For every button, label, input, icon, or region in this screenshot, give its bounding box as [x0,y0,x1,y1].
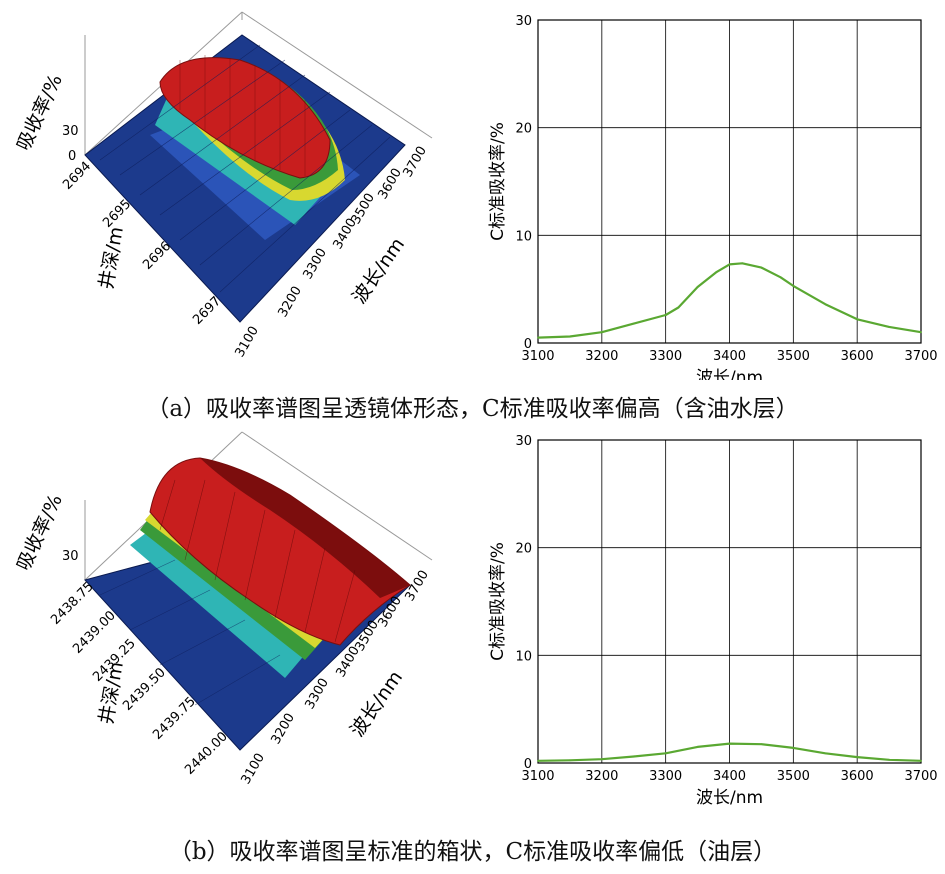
depth-tick-label: 2439.00 [70,608,119,657]
panel-b: 吸收率/% 30 2438.75 2439.00 2439.25 2439.50… [13,431,938,808]
depth-tick-label: 2439.50 [120,665,169,714]
y-tick-label: 30 [515,434,532,449]
wavelength-tick-label: 3700 [400,144,430,180]
data-point [779,276,782,279]
wavelength-tick-label: 3200 [275,284,305,320]
data-point [728,263,731,266]
y-tick-label: 20 [515,542,532,557]
caption-a: （a）吸收率谱图呈透镜体形态，C标准吸收率偏高（含油水层） [146,396,799,422]
data-point [715,271,718,273]
z-tick-label: 0 [68,149,76,164]
data-point [741,262,744,265]
data-point [760,743,763,746]
data-point [696,286,699,288]
line-chart-a: 3100 3200 3300 3400 3500 3600 3700 0 10 20 30 波长/nm… [488,14,938,380]
z-axis-label: 吸收率/% [13,71,67,154]
wavelength-axis-label: 波长/nm [346,667,407,741]
data-point [664,314,667,316]
data-point [760,266,763,269]
y-tick-label: 0 [524,337,532,352]
surface-dark-ridge [200,458,410,598]
data-point [792,747,795,749]
data-point [824,752,827,755]
x-tick-label: 3600 [841,349,874,364]
z-axis-label: 吸收率/% [13,491,67,574]
z-tick-label: 30 [62,549,79,564]
data-point [856,318,859,321]
data-point [856,756,859,758]
data-point [696,745,699,748]
data-point [569,335,571,338]
caption-b: （b）吸收率谱图呈标准的箱状，C标准吸收率偏低（油层） [168,839,777,865]
data-point [600,331,603,334]
y-tick-label: 0 [524,757,532,772]
y-tick-label: 30 [515,14,532,29]
surface-plot-b: 吸收率/% 30 2438.75 2439.00 2439.25 2439.50… [13,431,433,787]
data-point [600,758,603,761]
data-point [569,759,571,762]
z-tick-label: 30 [62,124,79,139]
y-axis-label: C标准吸收率/% [488,122,508,241]
data-point [888,325,890,328]
x-tick-label: 3600 [841,769,874,784]
x-axis-label: 波长/nm [696,368,763,380]
depth-tick-label: 2440.00 [182,729,231,778]
data-point [537,336,539,339]
data-point [920,759,922,762]
wavelength-tick-label: 3100 [232,324,262,360]
x-tick-label: 3500 [777,349,810,364]
data-point [537,759,539,762]
surface-cyan-band [130,530,330,678]
x-tick-label: 3500 [777,769,810,784]
data-point [664,752,667,755]
x-tick-label: 3100 [521,769,554,784]
depth-tick-label: 2694 [60,159,94,193]
data-point [824,303,827,306]
data-point [888,758,890,761]
data-point [792,285,795,287]
x-tick-label: 3400 [713,769,746,784]
wavelength-axis-label: 波长/nm [348,234,409,308]
x-tick-label: 3100 [521,349,554,364]
surface-plot-a: 吸收率/% 30 0 2694 2695 2696 2697 井深/m 3100… [13,11,433,360]
data-point [920,331,922,334]
data-point [632,755,635,758]
y-tick-label: 20 [515,122,532,137]
x-axis-label: 波长/nm [696,788,763,808]
y-tick-label: 10 [515,649,532,664]
data-point [632,322,635,325]
x-tick-label: 3200 [585,769,618,784]
depth-tick-label: 2438.75 [48,579,97,628]
depth-tick-label: 2439.75 [150,694,199,743]
depth-axis-label: 井深/m [95,225,128,291]
y-axis-label: C标准吸收率/% [488,542,508,661]
wavelength-tick-label: 3100 [238,751,268,787]
y-tick-label: 10 [515,229,532,244]
x-tick-label: 3400 [713,349,746,364]
x-tick-label: 3300 [649,349,682,364]
data-point [677,306,680,309]
x-tick-label: 3200 [585,349,618,364]
data-point [728,742,731,745]
x-tick-label: 3700 [904,349,937,364]
panel-a: 吸收率/% 30 0 2694 2695 2696 2697 井深/m 3100… [13,11,938,380]
x-tick-label: 3700 [904,769,937,784]
line-chart-b: 3100 3200 3300 3400 3500 3600 3700 0 10 20 30 波长/nm… [488,434,938,808]
x-tick-label: 3300 [649,769,682,784]
